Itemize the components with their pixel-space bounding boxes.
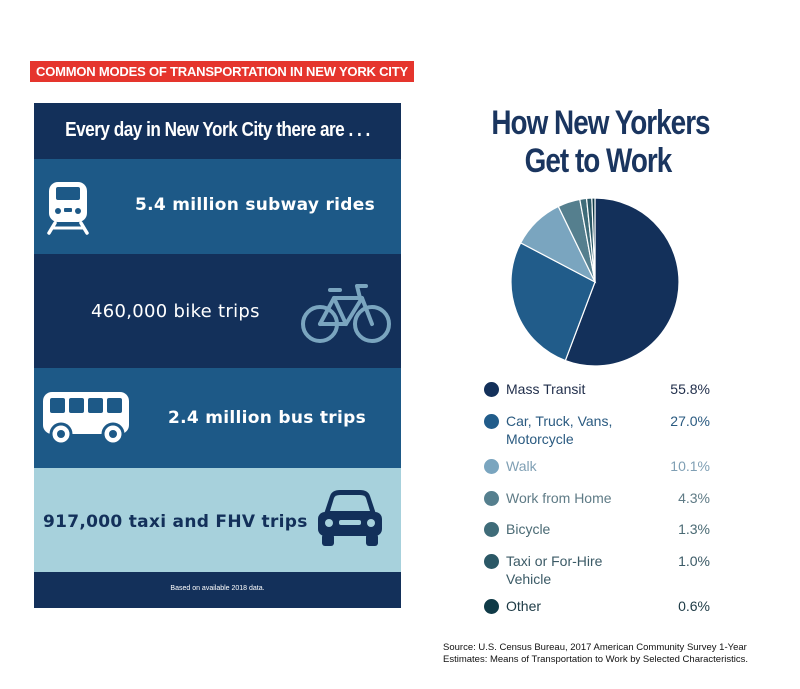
legend-label: Walk (506, 458, 537, 474)
legend-label: Car, Truck, Vans, Motorcycle (506, 413, 613, 447)
legend-swatch (484, 522, 499, 537)
pie-slice-0 (564, 197, 680, 367)
bike-trips-stat: 460,000 bike trips (91, 301, 260, 322)
bus-row: 2.4 million bus trips (34, 368, 401, 468)
legend-label: Taxi or For-Hire Vehicle (506, 553, 603, 587)
bicycle-icon (301, 284, 391, 343)
legend-value: 1.0% (678, 553, 710, 569)
legend-label: Other (506, 598, 542, 614)
car-icon (318, 490, 382, 546)
legend-value: 10.1% (670, 458, 710, 474)
legend-label: Bicycle (506, 521, 551, 537)
legend-value: 1.3% (678, 521, 710, 537)
pie-chart (510, 197, 680, 367)
legend-swatch (484, 491, 499, 506)
legend-value: 0.6% (678, 598, 710, 614)
infographic-panel: Every day in New York City there are . .… (34, 103, 401, 608)
pie-slice-1 (510, 242, 596, 362)
legend-swatch (484, 382, 499, 397)
subway-rides-stat: 5.4 million subway rides (135, 195, 376, 215)
infographic-footer: Based on available 2018 data. (34, 572, 401, 608)
legend-value: 27.0% (670, 413, 710, 429)
legend-swatch (484, 414, 499, 429)
page-banner: COMMON MODES OF TRANSPORTATION IN NEW YO… (30, 61, 414, 82)
legend-value: 55.8% (670, 381, 710, 397)
chart-title-line-2: Get to Work (524, 142, 673, 180)
legend-swatch (484, 554, 499, 569)
chart-title-line-1: How New Yorkers (491, 104, 710, 142)
chart-title: How New Yorkers Get to Work (468, 104, 728, 180)
bus-trips-stat: 2.4 million bus trips (168, 408, 366, 428)
legend-label: Work from Home (506, 490, 612, 506)
taxi-trips-stat: 917,000 taxi and FHV trips (43, 512, 308, 532)
legend-value: 4.3% (678, 490, 710, 506)
train-icon (47, 182, 89, 235)
legend-label: Mass Transit (506, 381, 586, 397)
legend-swatch (484, 599, 499, 614)
bus-icon (43, 392, 129, 446)
legend-swatch (484, 459, 499, 474)
pie-slice-6 (591, 197, 596, 283)
subway-row: 5.4 million subway rides (34, 159, 401, 254)
taxi-row: 917,000 taxi and FHV trips (34, 468, 401, 572)
infographic-footnote: Based on available 2018 data. (170, 585, 265, 592)
infographic-heading-row: Every day in New York City there are . .… (34, 103, 401, 159)
source-note: Source: U.S. Census Bureau, 2017 America… (443, 642, 749, 665)
bike-row: 460,000 bike trips (34, 254, 401, 368)
infographic-heading: Every day in New York City there are . .… (65, 119, 370, 141)
